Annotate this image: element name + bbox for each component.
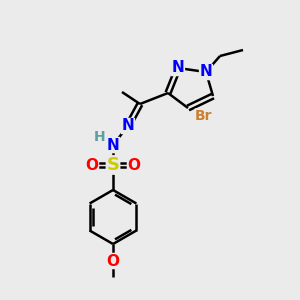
Text: N: N bbox=[200, 64, 212, 80]
Text: N: N bbox=[172, 61, 184, 76]
Text: O: O bbox=[85, 158, 98, 172]
Text: N: N bbox=[106, 137, 119, 152]
Text: O: O bbox=[106, 254, 119, 268]
Text: N: N bbox=[122, 118, 134, 134]
Text: H: H bbox=[94, 130, 106, 144]
Text: Br: Br bbox=[195, 109, 213, 123]
Text: O: O bbox=[128, 158, 140, 172]
Text: S: S bbox=[106, 156, 119, 174]
